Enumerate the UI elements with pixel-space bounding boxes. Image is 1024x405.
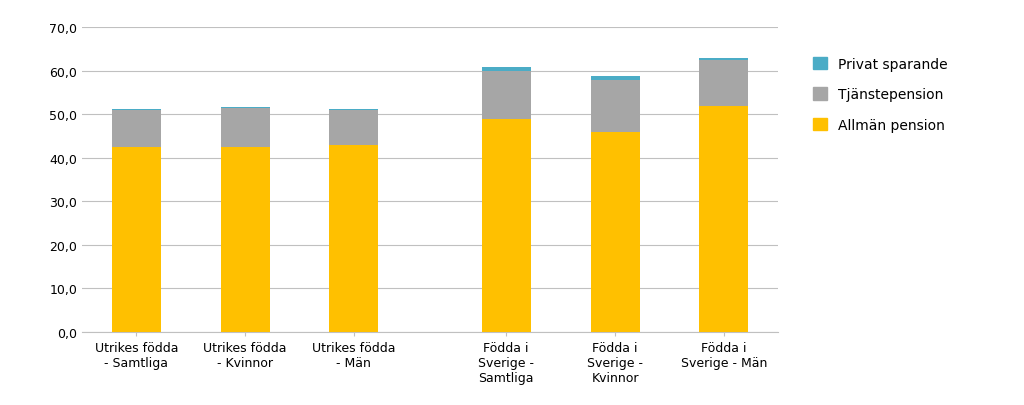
Bar	[112, 111, 161, 148]
Bar	[220, 109, 269, 148]
Bar	[330, 110, 379, 111]
Bar	[591, 77, 640, 81]
Bar	[699, 61, 749, 107]
Bar	[481, 72, 530, 119]
Bar	[330, 145, 379, 332]
Bar	[220, 108, 269, 109]
Bar	[220, 148, 269, 332]
Bar	[112, 148, 161, 332]
Legend: Privat sparande, Tjänstepension, Allmän pension: Privat sparande, Tjänstepension, Allmän …	[806, 51, 954, 139]
Bar	[481, 119, 530, 332]
Bar	[112, 110, 161, 111]
Bar	[481, 67, 530, 72]
Bar	[591, 132, 640, 332]
Bar	[330, 111, 379, 145]
Bar	[699, 107, 749, 332]
Bar	[699, 59, 749, 61]
Bar	[591, 81, 640, 132]
